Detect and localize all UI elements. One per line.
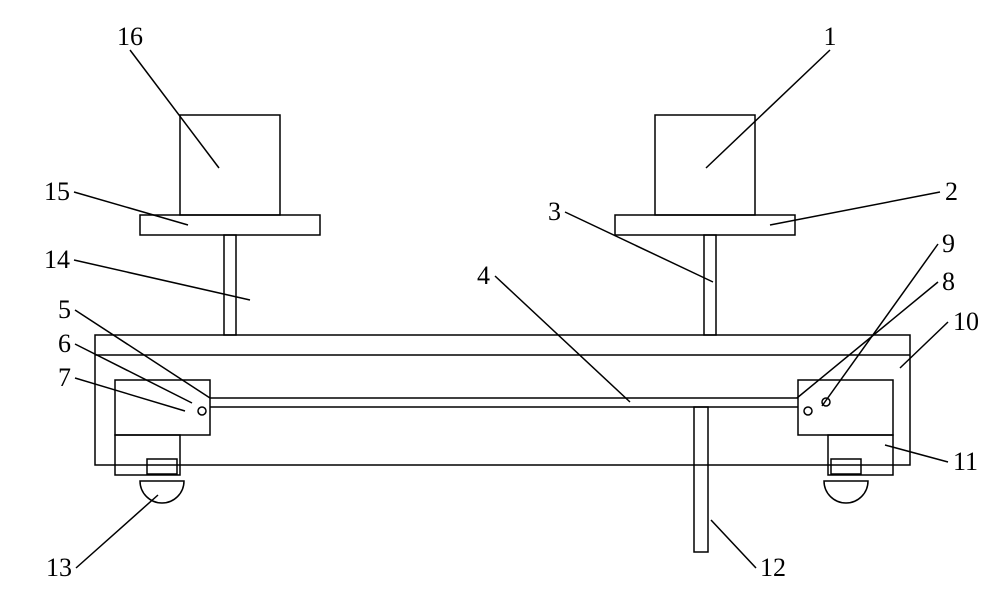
label-n7: 7 xyxy=(58,363,71,392)
label-n2: 2 xyxy=(945,177,958,206)
label-n9: 9 xyxy=(942,229,955,258)
leader-n16 xyxy=(130,50,219,168)
leader-n13 xyxy=(76,495,158,568)
right-inner-box xyxy=(798,380,893,435)
label-n8: 8 xyxy=(942,267,955,296)
label-n5: 5 xyxy=(58,295,71,324)
label-n4: 4 xyxy=(477,261,490,290)
down-pipe xyxy=(694,407,708,552)
label-n6: 6 xyxy=(58,329,71,358)
right-neck xyxy=(831,459,861,474)
right-dome xyxy=(824,481,868,503)
labels-layer: 12345678910111213141516 xyxy=(44,22,979,582)
leader-lines xyxy=(74,50,948,568)
label-n11: 11 xyxy=(953,447,978,476)
left-small-circle xyxy=(198,407,206,415)
leader-n6 xyxy=(75,344,192,403)
leader-n3 xyxy=(565,212,713,282)
label-n16: 16 xyxy=(117,22,143,51)
left-post xyxy=(224,235,236,335)
label-n14: 14 xyxy=(44,245,70,274)
left-neck xyxy=(147,459,177,474)
leader-n10 xyxy=(900,322,948,368)
drawing-layer xyxy=(95,115,910,552)
right-post xyxy=(704,235,716,335)
left-dome xyxy=(140,481,184,503)
leader-n12 xyxy=(711,520,756,568)
label-n3: 3 xyxy=(548,197,561,226)
right-top-block xyxy=(655,115,755,215)
leader-n15 xyxy=(74,192,188,225)
technical-diagram: 12345678910111213141516 xyxy=(0,0,1000,613)
leader-n2 xyxy=(770,192,940,225)
label-n10: 10 xyxy=(953,307,979,336)
label-n1: 1 xyxy=(824,22,837,51)
right-plate xyxy=(615,215,795,235)
leader-n7 xyxy=(75,378,185,411)
left-plate xyxy=(140,215,320,235)
label-n12: 12 xyxy=(760,553,786,582)
leader-n1 xyxy=(706,50,830,168)
leader-n11 xyxy=(885,445,948,462)
left-top-block xyxy=(180,115,280,215)
leader-n9 xyxy=(822,244,938,406)
label-n13: 13 xyxy=(46,553,72,582)
right-small-circle xyxy=(804,407,812,415)
label-n15: 15 xyxy=(44,177,70,206)
leader-n4 xyxy=(495,276,630,402)
